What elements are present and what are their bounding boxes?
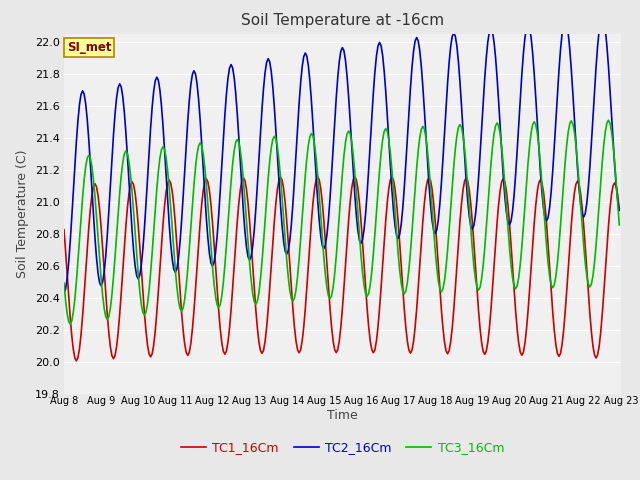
TC2_16Cm [60, 290, 68, 296]
Title: Soil Temperature at -16cm: Soil Temperature at -16cm [241, 13, 444, 28]
TC3_16Cm [246, 260, 253, 266]
TC2_16Cm [226, 65, 234, 71]
TC3_16Cm [616, 222, 623, 228]
TC2_16Cm [244, 254, 252, 260]
TC3_16Cm [227, 179, 235, 184]
TC1_16Cm [246, 219, 253, 225]
TC2_16Cm [253, 182, 261, 188]
TC1_16Cm [616, 206, 623, 212]
TC2_16Cm [616, 207, 623, 213]
TC3_16Cm [586, 284, 594, 290]
Y-axis label: Soil Temperature (C): Soil Temperature (C) [17, 149, 29, 278]
Line: TC2_16Cm: TC2_16Cm [64, 17, 620, 293]
TC1_16Cm [130, 182, 138, 188]
Text: SI_met: SI_met [67, 41, 111, 54]
TC1_16Cm [255, 339, 263, 345]
Line: TC3_16Cm: TC3_16Cm [64, 120, 620, 324]
TC1_16Cm [60, 227, 68, 232]
TC3_16Cm [67, 321, 74, 327]
TC2_16Cm [128, 228, 136, 233]
TC3_16Cm [305, 142, 312, 148]
TC2_16Cm [584, 185, 592, 191]
X-axis label: Time: Time [327, 409, 358, 422]
TC1_16Cm [227, 307, 235, 313]
Line: TC1_16Cm: TC1_16Cm [64, 177, 620, 361]
TC3_16Cm [60, 280, 68, 286]
TC3_16Cm [255, 290, 263, 296]
TC3_16Cm [130, 209, 138, 215]
TC1_16Cm [588, 329, 595, 335]
TC2_16Cm [598, 14, 606, 20]
Legend: TC1_16Cm, TC2_16Cm, TC3_16Cm: TC1_16Cm, TC2_16Cm, TC3_16Cm [176, 436, 509, 459]
TC2_16Cm [303, 53, 310, 59]
TC1_16Cm [305, 262, 312, 268]
TC1_16Cm [351, 174, 358, 180]
TC3_16Cm [605, 118, 612, 123]
TC1_16Cm [72, 358, 80, 364]
